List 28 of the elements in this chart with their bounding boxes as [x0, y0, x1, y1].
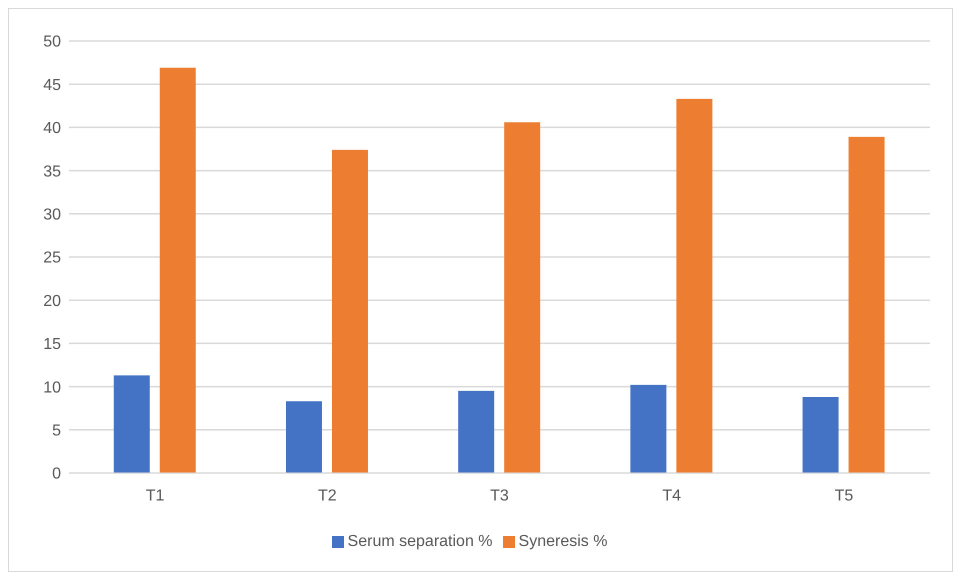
bar	[114, 375, 150, 473]
y-tick-label: 50	[43, 34, 62, 51]
bar	[504, 122, 540, 473]
x-tick-label: T3	[490, 487, 509, 504]
x-tick-label: T1	[146, 487, 165, 504]
bar	[676, 98, 712, 473]
y-tick-label: 30	[43, 206, 62, 224]
y-tick-label: 20	[43, 292, 62, 310]
bar	[458, 390, 494, 473]
y-tick-label: 10	[43, 379, 62, 396]
y-tick-label: 35	[43, 163, 62, 180]
legend-label: Serum separation %	[348, 533, 493, 550]
y-tick-label: 15	[43, 336, 62, 354]
bar	[630, 384, 666, 473]
y-tick-label: 5	[52, 422, 62, 440]
bar	[802, 396, 839, 473]
y-tick-label: 40	[43, 120, 62, 138]
x-tick-label: T5	[834, 487, 854, 504]
x-tick-label: T2	[318, 487, 337, 504]
y-tick-label: 25	[43, 250, 62, 267]
bar	[160, 68, 196, 473]
bar	[332, 150, 368, 473]
y-tick-label: 45	[43, 76, 62, 94]
bar	[848, 136, 885, 473]
bar	[286, 401, 322, 473]
x-tick-label: T4	[662, 487, 682, 504]
legend-label: Syneresis %	[518, 533, 608, 550]
y-tick-label: 0	[52, 466, 62, 483]
